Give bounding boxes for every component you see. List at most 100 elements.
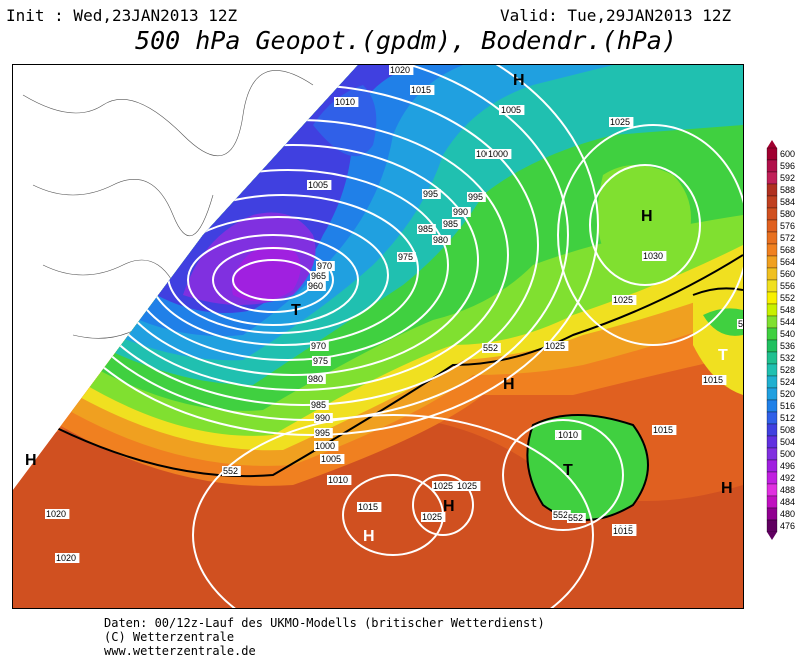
legend-swatch — [766, 339, 778, 353]
legend-label: 480 — [780, 509, 795, 519]
coastlines — [22, 70, 314, 339]
legend-label: 568 — [780, 245, 795, 255]
isobar-label-bg — [310, 271, 329, 281]
legend-swatch — [766, 411, 778, 425]
isobar-label-bg — [612, 526, 637, 536]
low-pressure-marker: T — [718, 347, 728, 364]
isobar-label: 995 — [468, 192, 483, 202]
legend-label: 500 — [780, 449, 795, 459]
footer-website: www.wetterzentrale.de — [104, 644, 256, 658]
isobar-label-bg — [55, 553, 80, 563]
legend-label: 516 — [780, 401, 795, 411]
legend-swatch — [766, 159, 778, 173]
legend-label: 512 — [780, 413, 795, 423]
legend-label: 536 — [780, 341, 795, 351]
legend-swatch — [766, 399, 778, 413]
legend-swatch — [766, 231, 778, 245]
isobar-label: 1005 — [501, 105, 521, 115]
isobar-label: 990 — [453, 207, 468, 217]
isobar-label-bg — [357, 502, 382, 512]
legend-swatch — [766, 423, 778, 437]
isobar-label-bg — [327, 475, 352, 485]
isobar-labels: 1020101510101005100510009959859759709659… — [45, 65, 743, 563]
isobar-label-bg — [702, 375, 727, 385]
legend-label: 476 — [780, 521, 795, 531]
legend-label: 548 — [780, 305, 795, 315]
isobar-label-bg — [552, 510, 571, 520]
legend-top-arrow — [767, 140, 777, 148]
isobar-label: 1030 — [643, 251, 663, 261]
legend-swatch — [766, 387, 778, 401]
isobar-label: 1015 — [703, 375, 723, 385]
legend-swatch — [766, 363, 778, 377]
legend-swatch — [766, 255, 778, 269]
high-pressure-marker: H — [25, 452, 37, 469]
isobar-label: 552 — [568, 513, 583, 523]
legend-swatch — [766, 207, 778, 221]
legend-label: 556 — [780, 281, 795, 291]
isobar-label: 975 — [398, 252, 413, 262]
isobar-label-bg — [567, 513, 586, 523]
legend-label: 576 — [780, 221, 795, 231]
legend-label: 488 — [780, 485, 795, 495]
isobar-label: 960 — [308, 281, 323, 291]
map-canvas: 1020101510101005100510009959859759709659… — [13, 65, 743, 608]
isobar-label: 552 — [553, 510, 568, 520]
legend-label: 584 — [780, 197, 795, 207]
isobar-label-bg — [500, 105, 525, 115]
isobar-label: 995 — [315, 428, 330, 438]
isobar-label-bg — [417, 224, 436, 234]
isobar-label-bg — [544, 341, 569, 351]
legend-label: 572 — [780, 233, 795, 243]
isobar-label: 552 — [223, 466, 238, 476]
isobar-label: 990 — [315, 413, 330, 423]
legend-label: 496 — [780, 461, 795, 471]
isobar-label: 1020 — [390, 65, 410, 75]
legend-label: 508 — [780, 425, 795, 435]
isobar-label: 1025 — [422, 512, 442, 522]
legend-label: 524 — [780, 377, 795, 387]
isobar-label-bg — [442, 219, 461, 229]
isobar-label: 995 — [423, 189, 438, 199]
isobar-label: 985 — [418, 224, 433, 234]
isobar-label-bg — [421, 512, 446, 522]
isobar-label-bg — [397, 252, 416, 262]
legend-label: 528 — [780, 365, 795, 375]
isobar-label: 1010 — [558, 430, 578, 440]
legend-swatch — [766, 291, 778, 305]
isobar-label-bg — [432, 235, 451, 245]
legend-bottom-arrow — [767, 532, 777, 540]
isobar-label-bg — [307, 281, 326, 291]
isobar-label-bg — [482, 343, 501, 353]
isobar-label-bg — [307, 374, 326, 384]
isobar-label-bg — [222, 466, 241, 476]
high-pressure-marker: H — [513, 72, 525, 89]
isobars — [27, 65, 743, 608]
isobar-label-bg — [609, 117, 634, 127]
isobar-label: 1000 — [488, 149, 508, 159]
isobar-label-bg — [314, 428, 333, 438]
high-pressure-marker: H — [503, 376, 515, 393]
isobar-label: 1005 — [321, 454, 341, 464]
isobar-label: 1025 — [610, 117, 630, 127]
legend-label: 580 — [780, 209, 795, 219]
isobar-label-bg — [312, 356, 331, 366]
legend-swatch — [766, 315, 778, 329]
legend-swatch — [766, 435, 778, 449]
low-pressure-marker: T — [563, 462, 573, 479]
legend-label: 504 — [780, 437, 795, 447]
legend-label: 564 — [780, 257, 795, 267]
isobar-label: 965 — [311, 271, 326, 281]
legend-swatch — [766, 375, 778, 389]
init-time: Init : Wed,23JAN2013 12Z — [6, 6, 238, 25]
legend-label: 544 — [780, 317, 795, 327]
legend-label: 492 — [780, 473, 795, 483]
isobar-label: 1000 — [315, 441, 335, 451]
isobar-label-bg — [410, 85, 435, 95]
color-scale-legend: 600 596 592 588 584 580 576 572 568 564 560 556 552 5… — [766, 140, 795, 540]
isobar-label: 970 — [317, 261, 332, 271]
map-title: 500 hPa Geopot.(gpdm), Bodendr.(hPa) — [135, 26, 677, 55]
legend-swatch — [766, 279, 778, 293]
isobar-label: 1020 — [46, 509, 66, 519]
legend-swatch — [766, 183, 778, 197]
